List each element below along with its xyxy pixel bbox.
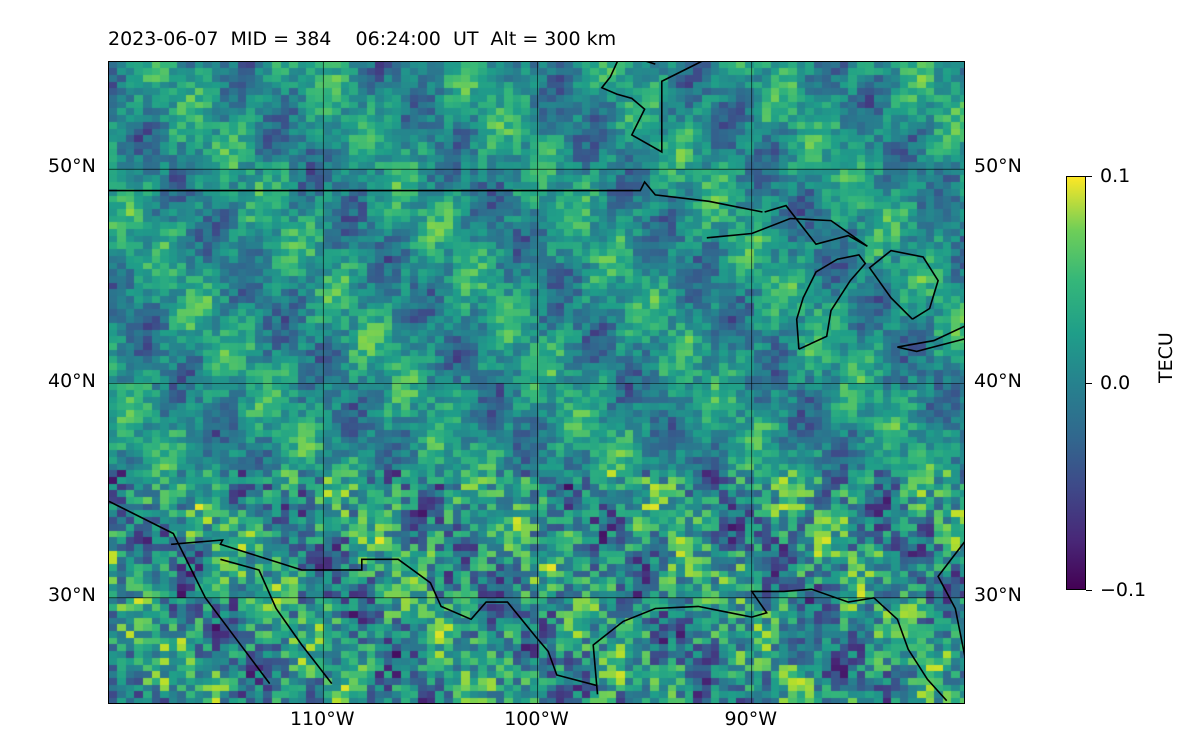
lat-label-right: 50°N [974, 155, 1022, 178]
us-mexico-border [171, 539, 598, 687]
lake-michigan-shore [795, 254, 867, 350]
colorbar-tick-label: 0.1 [1100, 165, 1131, 187]
us-canada-border [109, 180, 763, 213]
lat-label-right: 40°N [974, 369, 1022, 392]
sonora-coast [220, 558, 333, 685]
map-title: 2023-06-07 MID = 384 06:24:00 UT Alt = 3… [108, 28, 617, 50]
colorbar-tick-label: −0.1 [1100, 579, 1147, 601]
colorbar-label: TECU [1155, 332, 1177, 383]
lat-label-right: 30°N [974, 583, 1022, 606]
tec-map[interactable] [108, 61, 965, 704]
lat-label-left: 40°N [48, 369, 96, 392]
colorbar-tick [1086, 590, 1092, 591]
map-overlay [109, 62, 964, 703]
lat-label-left: 50°N [48, 155, 96, 178]
lake-huron-shore [868, 249, 939, 320]
gulf-coast [592, 588, 948, 702]
lake-superior-shore [706, 204, 868, 247]
hudson-bay-coast [600, 62, 703, 154]
lon-label: 100°W [504, 708, 569, 730]
colorbar-tick-label: 0.0 [1100, 372, 1131, 394]
colorbar-tick [1086, 383, 1092, 384]
tec-heatmap [109, 62, 964, 703]
lake-erie-shore [897, 325, 964, 353]
lon-label: 110°W [289, 708, 355, 730]
lon-label: 90°W [724, 708, 777, 730]
colorbar-tick [1086, 176, 1092, 177]
lat-label-left: 30°N [48, 583, 96, 606]
baja-coast [109, 500, 271, 685]
colorbar [1066, 176, 1086, 590]
atlantic-coast [937, 541, 964, 657]
